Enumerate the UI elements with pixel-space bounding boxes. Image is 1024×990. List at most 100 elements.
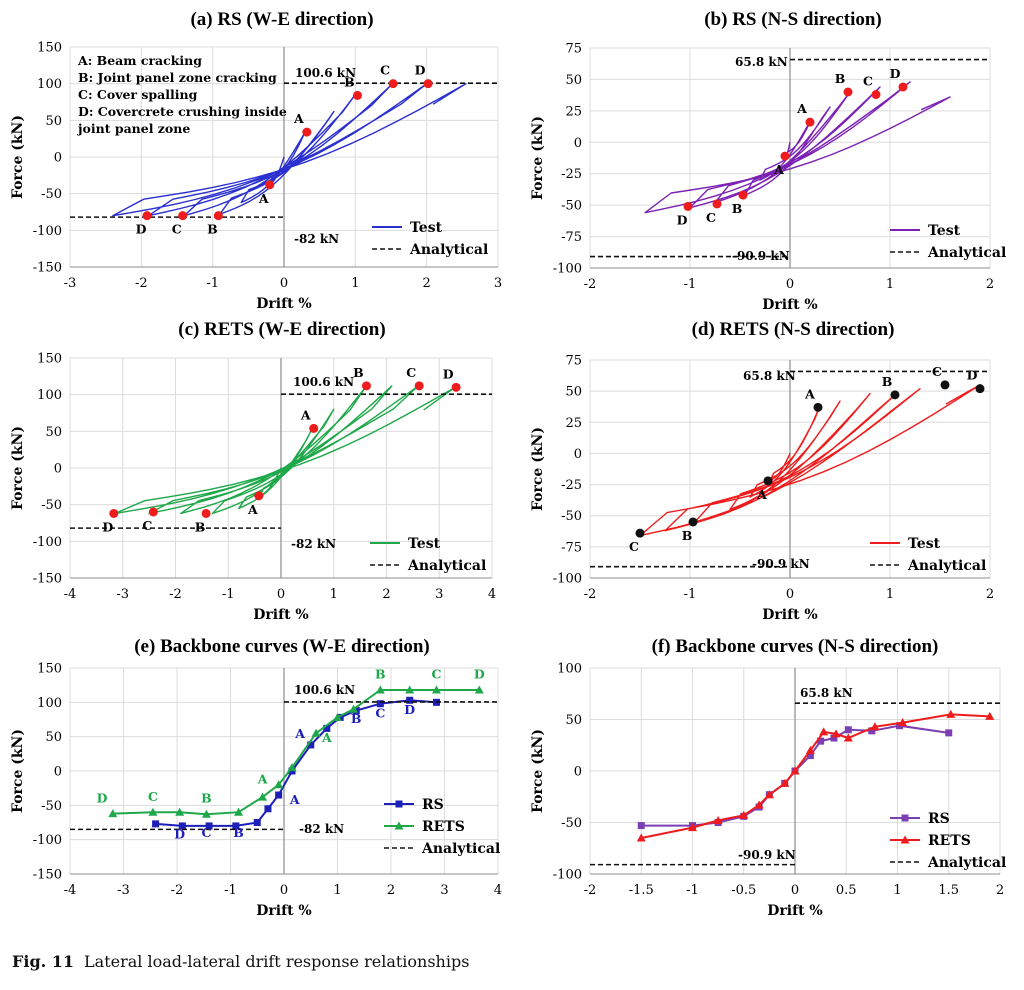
y-tick-label: 0 <box>54 151 62 166</box>
x-tick-label: -0.5 <box>731 883 756 898</box>
key-point-label: C <box>172 222 182 237</box>
annotation-line: joint panel zone <box>77 121 190 136</box>
backbone-point <box>148 807 158 816</box>
x-tick-label: 0 <box>280 276 288 291</box>
backbone-point <box>323 724 331 732</box>
key-point-marker <box>898 82 908 92</box>
key-point-label: D <box>97 791 108 806</box>
hysteresis-curve <box>644 81 951 214</box>
key-point-label: C <box>706 210 716 225</box>
y-tick-label: 25 <box>565 104 582 119</box>
key-point-label: A <box>300 407 311 422</box>
key-point-label: B <box>835 71 846 86</box>
key-point-marker <box>763 476 773 486</box>
reference-label: -90.9 kN <box>738 848 796 862</box>
x-tick-label: 3 <box>494 276 502 291</box>
hysteresis-curve <box>639 384 981 537</box>
backbone-point <box>232 822 240 830</box>
backbone-line-rets <box>641 713 990 839</box>
key-point-marker <box>352 90 362 100</box>
legend-label: Analytical <box>409 242 488 258</box>
y-tick-label: 0 <box>54 462 62 477</box>
key-point-label: C <box>148 789 158 804</box>
chart-panel-f: (f) Backbone curves (N-S direction) -2 -1.… <box>530 636 1006 919</box>
legend: Test Analytical <box>370 536 486 574</box>
x-tick-label: 1 <box>893 883 901 898</box>
key-point-label: D <box>174 826 185 841</box>
hysteresis-curve <box>114 385 456 515</box>
y-tick-label: 75 <box>565 354 582 369</box>
backbone-point <box>178 822 186 830</box>
y-axis-label: Force (kN) <box>10 729 26 813</box>
x-tick-label: 1 <box>886 277 894 292</box>
y-tick-label: 75 <box>565 42 582 57</box>
key-point-marker <box>201 508 211 518</box>
key-point-marker <box>148 507 158 517</box>
chart-title: (d) RETS (N-S direction) <box>692 319 895 340</box>
key-point-marker <box>940 380 950 390</box>
x-tick-label: 0 <box>786 277 794 292</box>
key-point-marker <box>213 211 223 221</box>
x-tick-label: -4 <box>64 883 77 898</box>
x-tick-label: -1 <box>684 277 697 292</box>
y-tick-label: -25 <box>561 478 582 493</box>
chart-title: (b) RS (N-S direction) <box>704 9 882 30</box>
y-tick-label: 50 <box>565 385 582 400</box>
backbone-point <box>754 800 764 809</box>
y-tick-label: -50 <box>561 199 582 214</box>
x-tick-label: 2 <box>986 277 994 292</box>
x-tick-label: 4 <box>488 587 496 602</box>
key-point-label: D <box>967 368 978 383</box>
reference-label: -82 kN <box>299 822 344 836</box>
legend-label: Test <box>928 223 961 239</box>
y-axis-label: Force (kN) <box>530 427 546 511</box>
key-point-label: D <box>102 519 113 534</box>
legend: Test Analytical <box>890 223 1006 261</box>
key-point-marker <box>414 381 424 391</box>
key-point-marker <box>451 382 461 392</box>
reference-label: -90.9 kN <box>732 249 790 263</box>
key-point-marker <box>361 381 371 391</box>
y-tick-label: 150 <box>37 41 62 56</box>
backbone-point <box>274 780 284 789</box>
legend-label: Test <box>408 536 441 552</box>
x-axis-label: Drift % <box>767 903 823 919</box>
legend-label: Analytical <box>421 841 500 857</box>
backbone-point <box>713 815 723 824</box>
backbone-point <box>431 685 441 694</box>
y-tick-label: 100 <box>37 696 62 711</box>
backbone-point <box>349 704 359 713</box>
key-point-label: C <box>142 518 152 533</box>
y-tick-label: -50 <box>41 187 62 202</box>
key-point-label: C <box>201 825 211 840</box>
chart-panel-e: (e) Backbone curves (W-E direction) -4 -3 -… <box>10 636 502 919</box>
x-tick-label: -2 <box>171 883 184 898</box>
legend-marker <box>394 821 404 830</box>
y-axis-label: Force (kN) <box>10 426 26 510</box>
key-point-label: A <box>773 162 784 177</box>
backbone-point <box>258 792 268 801</box>
legend-label: Test <box>908 536 941 552</box>
y-tick-label: -100 <box>33 224 62 239</box>
key-point-marker <box>975 384 985 394</box>
key-point-marker <box>683 201 693 211</box>
x-tick-label: 2 <box>996 883 1004 898</box>
reference-label: -82 kN <box>291 537 336 551</box>
y-tick-label: 50 <box>45 730 62 745</box>
backbone-point <box>870 722 880 731</box>
x-tick-label: 2 <box>387 883 395 898</box>
key-point-label: B <box>207 222 218 237</box>
y-tick-label: -100 <box>553 868 582 883</box>
backbone-point <box>831 729 841 738</box>
x-tick-label: -1 <box>224 883 237 898</box>
x-axis-label: Drift % <box>256 296 312 312</box>
x-tick-label: 1.5 <box>938 883 959 898</box>
y-tick-label: 100 <box>37 388 62 403</box>
reference-label: -82 kN <box>294 232 339 246</box>
key-point-marker <box>254 491 264 501</box>
key-point-marker <box>813 402 823 412</box>
x-tick-label: 4 <box>494 883 502 898</box>
backbone-point <box>307 741 315 749</box>
caption-label: Fig. 11 <box>12 952 75 971</box>
